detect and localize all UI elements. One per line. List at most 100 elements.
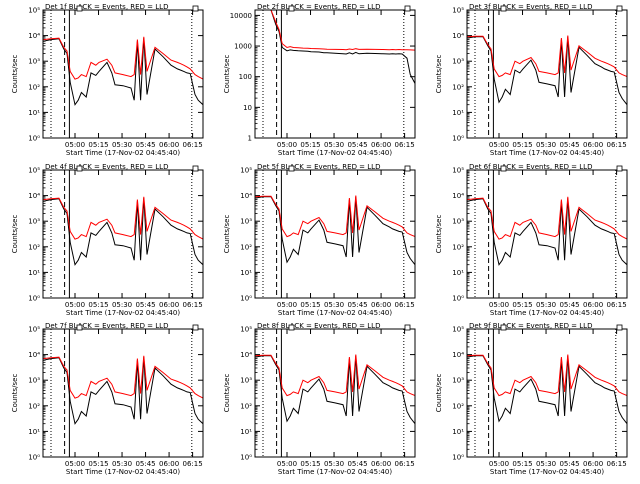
chart-panel-1: Det 1f BLACK = Events, RED = LLD 10⁰ 10¹ 10… <box>11 3 204 157</box>
y-axis-label: Counts/sec <box>223 374 231 413</box>
y-tick-label: 10⁰ <box>28 295 40 303</box>
corner-marker <box>288 324 295 331</box>
x-tick-label: 05:45 <box>135 141 155 149</box>
y-tick-label: 10⁵ <box>240 167 252 175</box>
series-line-lld <box>43 355 203 399</box>
chart-title: Det 8f BLACK = Events, RED = LLD <box>257 322 380 330</box>
corner-marker <box>500 5 507 12</box>
y-tick-label: 10³ <box>452 377 464 385</box>
y-axis-label: Counts/sec <box>11 55 19 94</box>
plot-frame <box>42 9 204 139</box>
y-tick-label: 10⁵ <box>452 167 464 175</box>
y-tick-label: 10⁰ <box>240 454 252 462</box>
x-axis-label: Start Time (17-Nov-02 04:45:40) <box>66 468 180 476</box>
chart-panel-3: Det 3f BLACK = Events, RED = LLD 10⁰ 10¹ 10… <box>435 3 628 157</box>
corner-marker <box>288 165 295 172</box>
x-axis-label: Start Time (17-Nov-02 04:45:40) <box>490 149 604 157</box>
guide-lines <box>467 329 627 457</box>
x-tick-label: 05:30 <box>324 141 344 149</box>
chart-panel-9: Det 9f BLACK = Events, RED = LLD 10⁰ 10¹ 10… <box>435 322 628 476</box>
y-tick-label: 10 <box>243 104 252 112</box>
series-line-events <box>43 357 203 425</box>
series-line-lld <box>255 10 415 51</box>
y-tick-label: 10⁵ <box>452 326 464 334</box>
x-tick-label: 06:15 <box>395 141 415 149</box>
y-tick-label: 10⁴ <box>28 351 40 359</box>
y-tick-label: 10¹ <box>240 269 252 277</box>
x-tick-label: 05:45 <box>347 301 367 309</box>
y-tick-label: 10¹ <box>452 109 464 117</box>
x-tick-label: 06:15 <box>607 460 627 468</box>
y-tick-label: 10⁵ <box>28 326 40 334</box>
y-tick-label: 10² <box>452 83 464 91</box>
chart-title: Det 6f BLACK = Events, RED = LLD <box>469 163 592 171</box>
corner-marker <box>500 165 507 172</box>
x-tick-label: 05:00 <box>65 141 85 149</box>
chart-panel-6: Det 6f BLACK = Events, RED = LLD 10⁰ 10¹ 10… <box>435 163 628 317</box>
x-tick-label: 05:30 <box>324 460 344 468</box>
x-tick-label: 05:45 <box>347 460 367 468</box>
y-tick-label: 10¹ <box>240 428 252 436</box>
x-tick-label: 05:45 <box>559 460 579 468</box>
x-tick-label: 05:45 <box>135 301 155 309</box>
y-tick-label: 10⁴ <box>240 351 252 359</box>
chart-title: Det 7f BLACK = Events, RED = LLD <box>45 322 168 330</box>
x-tick-label: 05:15 <box>300 460 320 468</box>
x-tick-label: 05:15 <box>512 301 532 309</box>
series-line-lld <box>255 354 415 397</box>
guide-lines <box>467 10 627 138</box>
chart-title: Det 1f BLACK = Events, RED = LLD <box>45 3 168 11</box>
corner-marker <box>192 165 199 172</box>
y-tick-label: 10⁴ <box>452 192 464 200</box>
x-tick-label: 06:00 <box>583 301 603 309</box>
plot-frame <box>466 169 628 299</box>
series-line-lld <box>467 354 627 397</box>
x-tick-label: 06:15 <box>395 301 415 309</box>
y-axis-label: Counts/sec <box>435 55 443 94</box>
y-tick-label: 10⁰ <box>452 135 464 143</box>
x-tick-label: 05:30 <box>536 301 556 309</box>
y-tick-label: 1000 <box>234 43 252 51</box>
y-tick-label: 10⁵ <box>452 7 464 15</box>
series-line-events <box>467 36 627 106</box>
x-axis-label: Start Time (17-Nov-02 04:45:40) <box>278 309 392 317</box>
plot-frame <box>254 328 416 458</box>
y-tick-label: 10² <box>28 402 40 410</box>
y-tick-label: 10³ <box>452 218 464 226</box>
x-tick-label: 06:15 <box>395 460 415 468</box>
x-tick-label: 06:00 <box>371 301 391 309</box>
x-tick-label: 06:15 <box>183 141 203 149</box>
chart-panel-4: Det 4f BLACK = Events, RED = LLD 10⁰ 10¹ 10… <box>11 163 204 317</box>
x-tick-label: 05:00 <box>489 301 509 309</box>
y-tick-label: 10³ <box>452 58 464 66</box>
series-line-events <box>467 198 627 266</box>
x-tick-label: 05:15 <box>512 460 532 468</box>
x-tick-label: 05:00 <box>489 141 509 149</box>
x-axis-label: Start Time (17-Nov-02 04:45:40) <box>490 468 604 476</box>
x-axis-label: Start Time (17-Nov-02 04:45:40) <box>278 149 392 157</box>
series-line-events <box>467 355 627 425</box>
series-line-lld <box>255 195 415 238</box>
x-axis-label: Start Time (17-Nov-02 04:45:40) <box>278 468 392 476</box>
series-line-lld <box>43 196 203 240</box>
y-tick-label: 10⁵ <box>28 7 40 15</box>
x-tick-label: 05:00 <box>277 460 297 468</box>
plot-frame <box>254 9 416 139</box>
y-tick-label: 10² <box>452 402 464 410</box>
y-axis-label: Counts/sec <box>223 215 231 254</box>
series-line-events <box>255 10 415 84</box>
x-tick-label: 05:00 <box>277 301 297 309</box>
y-tick-label: 10¹ <box>452 428 464 436</box>
corner-marker <box>500 324 507 331</box>
chart-panel-8: Det 8f BLACK = Events, RED = LLD 10⁰ 10¹ 10… <box>223 322 416 476</box>
y-tick-label: 10³ <box>240 218 252 226</box>
chart-title: Det 4f BLACK = Events, RED = LLD <box>45 163 168 171</box>
y-tick-label: 10² <box>452 243 464 251</box>
x-tick-label: 05:45 <box>347 141 367 149</box>
corner-marker <box>192 324 199 331</box>
y-tick-label: 10⁴ <box>28 192 40 200</box>
x-tick-label: 05:45 <box>559 301 579 309</box>
y-tick-label: 10¹ <box>28 109 40 117</box>
y-tick-label: 10⁴ <box>452 351 464 359</box>
chart-title: Det 5f BLACK = Events, RED = LLD <box>257 163 380 171</box>
